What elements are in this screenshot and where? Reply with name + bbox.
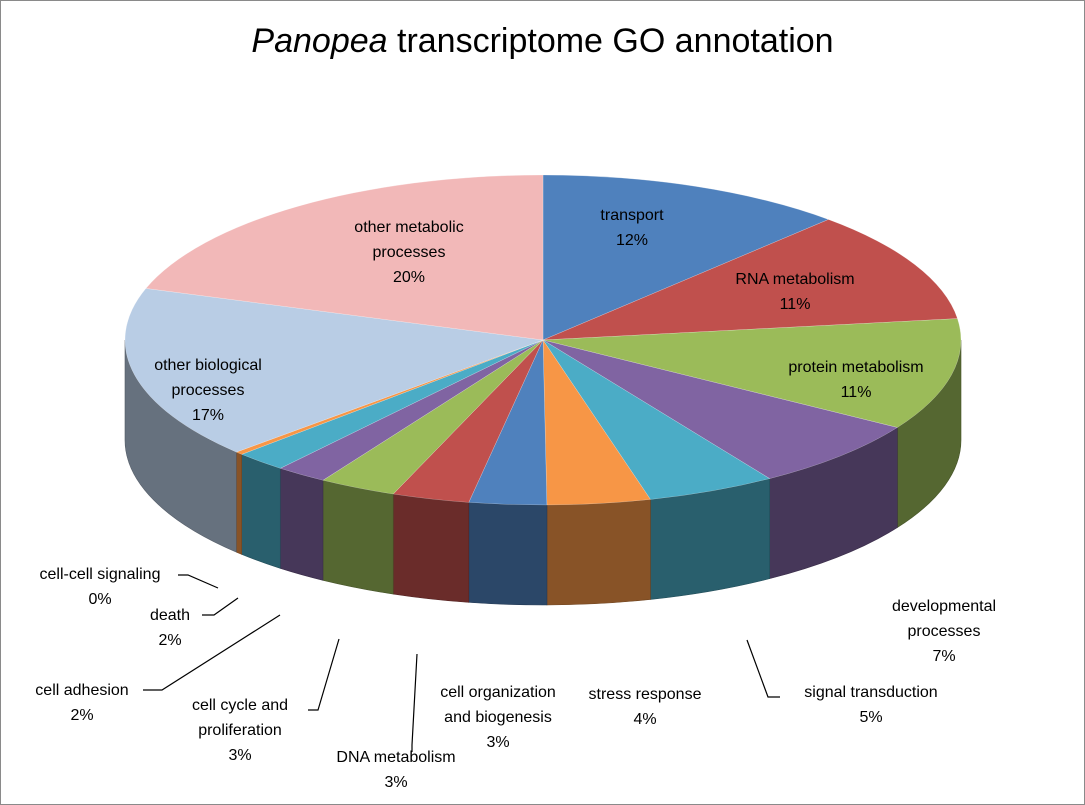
label-name-other-biological-processes: processes — [172, 382, 245, 399]
leader-line-cell-adhesion — [143, 614, 281, 691]
leader-line-death — [202, 597, 239, 616]
label-pct-cell-cell-signaling: 0% — [88, 591, 111, 608]
label-name-signal-transduction: signal transduction — [804, 684, 937, 701]
label-pct-cell-organization-and-biogenesis: 3% — [486, 734, 509, 751]
label-name-transport: transport — [600, 207, 664, 224]
leader-line-dna-metabolism — [411, 653, 418, 752]
chart-title: Panopea transcriptome GO annotation — [0, 22, 1085, 61]
slice-other-metabolic-processes — [145, 174, 544, 341]
label-name-rna-metabolism: RNA metabolism — [735, 271, 854, 288]
slice-side-cell-cycle-and-proliferation — [322, 479, 394, 595]
slice-other-biological-processes — [124, 288, 544, 453]
label-pct-death: 2% — [158, 632, 181, 649]
label-name-cell-organization-and-biogenesis: and biogenesis — [444, 709, 552, 726]
label-pct-transport: 12% — [616, 232, 648, 249]
label-name-cell-cycle-and-proliferation: cell cycle and — [192, 697, 288, 714]
slice-side-stress-response — [546, 499, 651, 606]
label-pct-dna-metabolism: 3% — [384, 774, 407, 791]
label-name-stress-response: stress response — [589, 686, 702, 703]
label-pct-other-metabolic-processes: 20% — [393, 269, 425, 286]
leader-lines — [143, 574, 780, 752]
label-pct-stress-response: 4% — [633, 711, 656, 728]
leader-line-signal-transduction — [746, 639, 780, 698]
label-name-dna-metabolism: DNA metabolism — [336, 749, 455, 766]
label-name-cell-cycle-and-proliferation: proliferation — [198, 722, 282, 739]
label-pct-developmental-processes: 7% — [932, 648, 955, 665]
label-name-cell-organization-and-biogenesis: cell organization — [440, 684, 556, 701]
slice-side-dna-metabolism — [392, 493, 470, 603]
slice-labels: transport 12% RNA metabolism 11% protein met… — [35, 207, 996, 791]
label-pct-protein-metabolism: 11% — [841, 384, 872, 401]
label-name-other-metabolic-processes: processes — [373, 244, 446, 261]
label-pct-signal-transduction: 5% — [859, 709, 882, 726]
pie-top — [124, 174, 962, 506]
label-name-other-metabolic-processes: other metabolic — [354, 219, 463, 236]
leader-line-cell-cycle-and-proliferation — [308, 638, 340, 711]
slice-side-cell-adhesion — [279, 467, 324, 581]
label-name-death: death — [150, 607, 190, 624]
label-pct-cell-cycle-and-proliferation: 3% — [228, 747, 251, 764]
label-pct-other-biological-processes: 17% — [192, 407, 224, 424]
slice-protein-metabolism — [542, 318, 962, 428]
slice-transport — [542, 174, 829, 341]
slice-rna-metabolism — [542, 219, 958, 341]
label-name-developmental-processes: processes — [908, 623, 981, 640]
label-name-cell-cell-signaling: cell-cell signaling — [40, 566, 161, 583]
label-pct-rna-metabolism: 11% — [780, 296, 811, 313]
label-name-other-biological-processes: other biological — [154, 357, 262, 374]
chart-title-rest: transcriptome GO annotation — [387, 22, 834, 60]
label-name-cell-adhesion: cell adhesion — [35, 682, 128, 699]
pie-sides — [124, 339, 962, 606]
slice-side-cell-organization-and-biogenesis — [468, 502, 548, 606]
label-name-developmental-processes: developmental — [892, 598, 996, 615]
label-name-protein-metabolism: protein metabolism — [788, 359, 923, 376]
label-pct-cell-adhesion: 2% — [70, 707, 93, 724]
leader-line-cell-cell-signaling — [178, 574, 219, 589]
slice-side-death — [241, 453, 281, 569]
slice-developmental-processes — [542, 339, 898, 479]
slice-side-cell-cell-signaling — [236, 451, 242, 555]
chart-title-italic: Panopea — [251, 22, 388, 60]
